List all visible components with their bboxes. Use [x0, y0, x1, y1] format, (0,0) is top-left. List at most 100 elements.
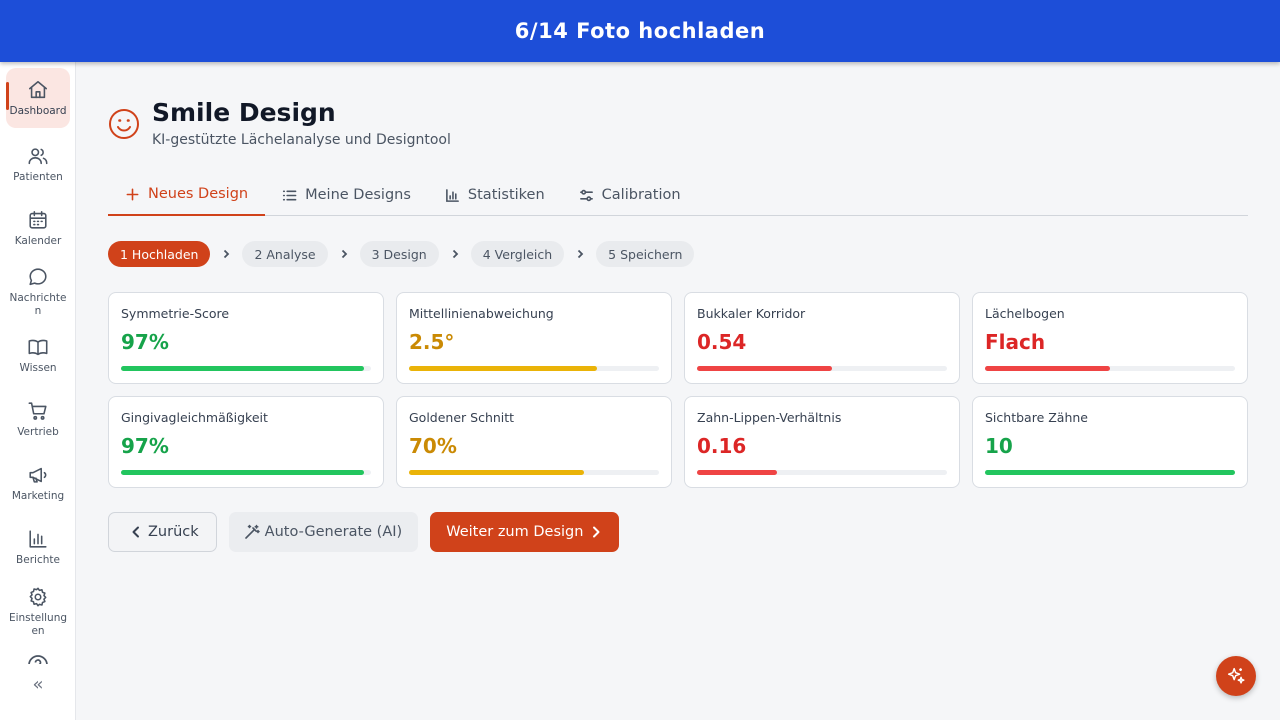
- metric-bar: [985, 470, 1235, 475]
- chevron-right-icon: [564, 248, 596, 260]
- tab-meine-designs[interactable]: Meine Designs: [265, 174, 428, 216]
- sidebar-item-nachrichten[interactable]: Nachrichten: [6, 264, 70, 320]
- metric-label: Mittellinienabweichung: [409, 306, 554, 321]
- metric-card: Gingivagleichmäßigkeit 97%: [108, 396, 384, 488]
- smile-icon: [108, 108, 140, 140]
- metric-bar-fill: [409, 470, 584, 475]
- sidebar-item-patienten[interactable]: Patienten: [6, 138, 70, 190]
- sidebar-item-marketing[interactable]: Marketing: [6, 458, 70, 508]
- metric-bar-fill: [985, 470, 1235, 475]
- sidebar-item-kalender[interactable]: Kalender: [6, 202, 70, 254]
- sidebar-item-vertrieb[interactable]: Vertrieb: [6, 394, 70, 444]
- sidebar-item-label: Kalender: [14, 234, 62, 247]
- tab-calibration[interactable]: Calibration: [562, 174, 698, 216]
- sliders-icon: [579, 189, 593, 201]
- metric-label: Zahn-Lippen-Verhältnis: [697, 410, 842, 425]
- metric-bar-fill: [409, 366, 597, 371]
- sparkles-icon: [1227, 667, 1245, 684]
- calendar-icon: [27, 209, 49, 231]
- metric-card: Sichtbare Zähne 10: [972, 396, 1248, 488]
- metric-label: Gingivagleichmäßigkeit: [121, 410, 268, 425]
- metric-card: Symmetrie-Score 97%: [108, 292, 384, 384]
- metric-label: Sichtbare Zähne: [985, 410, 1088, 425]
- metric-bar: [409, 366, 659, 371]
- metric-bar-fill: [985, 366, 1110, 371]
- megaphone-icon: [27, 464, 49, 486]
- sidebar-item-label: Einstellungen: [8, 612, 68, 637]
- step-analyse[interactable]: 2 Analyse: [242, 241, 328, 267]
- chevron-right-icon: [439, 248, 471, 260]
- tab-label: Calibration: [601, 187, 681, 203]
- tab-statistiken[interactable]: Statistiken: [428, 174, 562, 216]
- bar-chart-icon: [446, 188, 459, 202]
- metric-card: Mittellinienabweichung 2.5°: [396, 292, 672, 384]
- sidebar-item-label: Marketing: [11, 489, 65, 502]
- magic-wand-icon: [244, 524, 260, 539]
- sidebar-item-label: Vertrieb: [17, 425, 59, 438]
- metric-bar-fill: [121, 366, 364, 371]
- chevron-right-icon: [210, 248, 242, 260]
- tab-neues-design[interactable]: Neues Design: [108, 174, 266, 216]
- metric-bar: [697, 366, 947, 371]
- metric-label: Bukkaler Korridor: [697, 306, 806, 321]
- page-title: Smile Design: [152, 98, 336, 127]
- message-icon: [27, 266, 49, 288]
- users-icon: [27, 145, 49, 167]
- metric-card: Zahn-Lippen-Verhältnis 0.16: [684, 396, 960, 488]
- ai-assistant-button[interactable]: [1216, 656, 1256, 696]
- sidebar-item-dashboard[interactable]: Dashboard: [6, 68, 70, 128]
- sidebar-item-wissen[interactable]: Wissen: [6, 330, 70, 380]
- sidebar-item-einstellungen[interactable]: Einstellungen: [6, 584, 70, 640]
- metric-bar-fill: [697, 366, 832, 371]
- chevron-right-icon: [328, 248, 360, 260]
- metric-bar: [121, 470, 371, 475]
- tab-label: Neues Design: [148, 186, 249, 202]
- sidebar-item-berichte[interactable]: Berichte: [6, 522, 70, 572]
- help-icon[interactable]: [27, 654, 49, 664]
- metric-value: 10: [985, 434, 1013, 458]
- metric-bar: [985, 366, 1235, 371]
- next-button[interactable]: Weiter zum Design: [430, 512, 620, 552]
- metric-value: Flach: [985, 330, 1046, 354]
- step-hochladen[interactable]: 1 Hochladen: [108, 241, 211, 267]
- collapse-sidebar-button[interactable]: «: [32, 674, 44, 695]
- back-button[interactable]: Zurück: [108, 512, 217, 552]
- metric-value: 0.54: [697, 330, 747, 354]
- sidebar-item-label: Dashboard: [9, 104, 67, 117]
- metric-bar: [697, 470, 947, 475]
- metric-card: Goldener Schnitt 70%: [396, 396, 672, 488]
- step-design[interactable]: 3 Design: [359, 241, 439, 267]
- sidebar: Dashboard Patienten Kalender Nachrichten…: [0, 62, 76, 720]
- step-indicator: 1 Hochladen 2 Analyse 3 Design 4 Verglei…: [108, 241, 695, 267]
- step-speichern[interactable]: 5 Speichern: [596, 241, 695, 267]
- sidebar-item-label: Berichte: [16, 553, 60, 566]
- sidebar-item-label: Nachrichten: [9, 292, 67, 317]
- chevron-right-icon: [593, 526, 600, 538]
- action-bar: Zurück Auto-Generate (AI) Weiter zum Des…: [108, 512, 620, 552]
- metric-bar: [121, 366, 371, 371]
- back-button-label: Zurück: [148, 524, 199, 540]
- metric-value: 97%: [121, 434, 169, 458]
- home-icon: [27, 79, 49, 101]
- chevron-left-icon: [132, 526, 139, 538]
- metric-value: 2.5°: [409, 330, 455, 354]
- page-subtitle: KI-gestützte Lächelanalyse und Designtoo…: [152, 132, 451, 148]
- tab-label: Meine Designs: [305, 187, 411, 203]
- bar-chart-icon: [27, 528, 49, 550]
- auto-generate-button[interactable]: Auto-Generate (AI): [228, 512, 419, 552]
- book-icon: [27, 336, 49, 358]
- metric-label: Lächelbogen: [985, 306, 1065, 321]
- metric-bar: [409, 470, 659, 475]
- metric-card: Lächelbogen Flach: [972, 292, 1248, 384]
- page-header: Smile Design KI-gestützte Lächelanalyse …: [108, 98, 451, 148]
- metric-value: 70%: [409, 434, 457, 458]
- metric-label: Goldener Schnitt: [409, 410, 515, 425]
- step-vergleich[interactable]: 4 Vergleich: [470, 241, 565, 267]
- next-button-label: Weiter zum Design: [446, 524, 584, 540]
- metric-bar-fill: [121, 470, 364, 475]
- tab-bar: Neues Design Meine Designs Statistiken C…: [108, 174, 1248, 216]
- cart-icon: [27, 400, 49, 422]
- sidebar-item-label: Patienten: [13, 170, 63, 183]
- sidebar-item-label: Wissen: [19, 361, 57, 374]
- metric-card: Bukkaler Korridor 0.54: [684, 292, 960, 384]
